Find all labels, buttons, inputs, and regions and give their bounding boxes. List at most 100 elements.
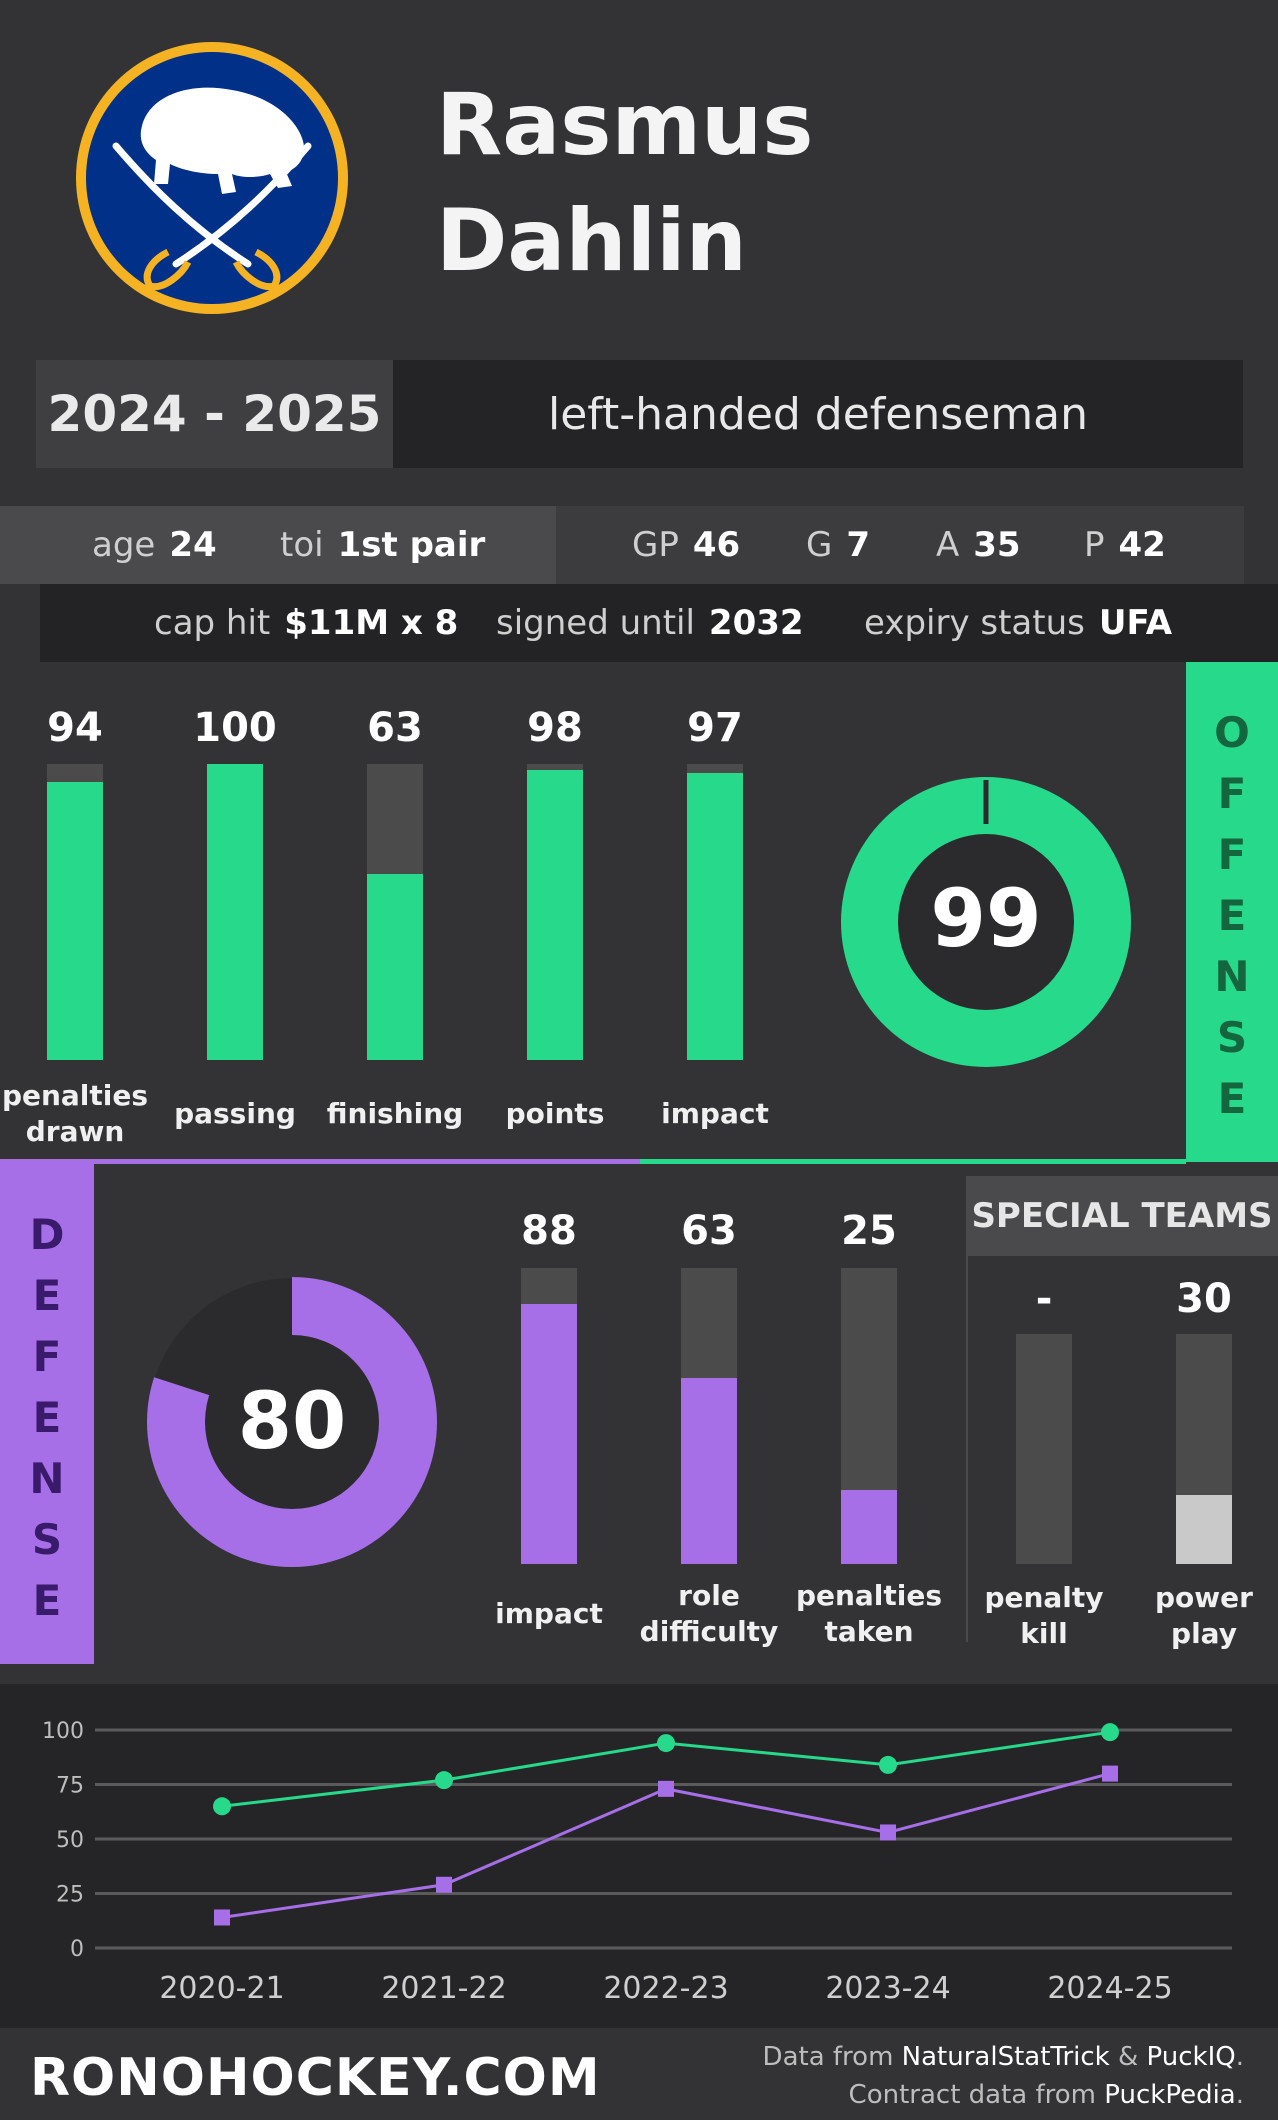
x-tick-label: 2021-22 — [381, 1971, 506, 2006]
offense-letter: N — [1214, 952, 1250, 1001]
y-tick-label: 50 — [56, 1828, 84, 1853]
offense-value: 98 — [527, 705, 583, 751]
defense-letter: E — [32, 1576, 62, 1625]
series-point — [1101, 1723, 1119, 1742]
offense-letter: F — [1217, 830, 1247, 879]
special-teams-bar-track — [1016, 1334, 1072, 1564]
special-teams-bar-track — [1176, 1334, 1232, 1564]
offense-bar-track — [527, 764, 583, 1060]
defense-side-label: D E F E N S E — [0, 1162, 94, 1664]
x-tick-label: 2020-21 — [159, 1971, 284, 2006]
offense-value: 100 — [193, 705, 277, 751]
defense-bar-track — [841, 1268, 897, 1564]
offense-donut-center — [898, 834, 1074, 1010]
offense-label: penalties drawn — [1, 1079, 149, 1148]
expiry-status-stat: expiry status UFA — [864, 603, 1173, 643]
offense-overall-value: 99 — [930, 872, 1041, 965]
bio-bar: age 24 toi 1st pair — [0, 506, 556, 584]
offense-label: passing — [174, 1097, 296, 1130]
defense-letter: N — [29, 1454, 65, 1503]
offense-bar-track — [687, 764, 743, 1060]
offense-letter: S — [1216, 1013, 1248, 1062]
section-divider — [640, 1159, 1186, 1164]
offense-value: 94 — [47, 705, 103, 751]
season-label: 2024 - 2025 — [36, 360, 393, 468]
offense-letter: E — [1217, 891, 1247, 940]
naturalstattrick-link[interactable]: NaturalStatTrick — [901, 2042, 1110, 2072]
offense-letter: O — [1214, 708, 1250, 757]
assists-stat: A 35 — [936, 525, 1021, 565]
player-first-name: Rasmus — [436, 75, 814, 175]
special-teams-value: 30 — [1176, 1276, 1232, 1322]
special-teams-value: - — [1035, 1276, 1053, 1322]
sabres-logo-icon — [76, 42, 348, 314]
offense-label: finishing — [326, 1097, 464, 1130]
offense-bar-track — [207, 764, 263, 1060]
defense-label: penalties taken — [795, 1579, 943, 1648]
defense-donut-center — [205, 1335, 379, 1509]
footer — [0, 2028, 1278, 2120]
defense-letter: E — [32, 1393, 62, 1442]
defense-letter: D — [29, 1210, 65, 1259]
y-tick-label: 25 — [56, 1883, 84, 1908]
defense-bar-track — [681, 1268, 737, 1564]
offense-label: impact — [661, 1097, 769, 1130]
x-tick-label: 2022-23 — [603, 1971, 728, 2006]
offense-letter: F — [1217, 769, 1247, 818]
offense-bar-track — [47, 764, 103, 1060]
section-divider — [0, 1159, 640, 1164]
y-tick-label: 0 — [70, 1937, 84, 1962]
offense-value: 63 — [367, 705, 423, 751]
age-stat: age 24 — [92, 525, 217, 565]
puckiq-link[interactable]: PuckIQ — [1146, 2042, 1236, 2072]
defense-overall-value: 80 — [238, 1377, 347, 1467]
offense-bar-fill — [47, 781, 103, 1060]
offense-label: points — [505, 1097, 605, 1130]
offense-letter: E — [1217, 1074, 1247, 1123]
y-tick-label: 100 — [42, 1719, 84, 1744]
gp-stat: GP 46 — [632, 525, 741, 565]
series-point — [880, 1824, 896, 1841]
offense-side-label: O F F E N S E — [1186, 662, 1278, 1162]
trend-chart-svg: 100 75 50 25 0 2020-21 2021-22 2022-23 2023-24 20… — [42, 1719, 1232, 2006]
toi-stat: toi 1st pair — [280, 525, 486, 565]
defense-label: impact — [495, 1597, 603, 1630]
offense-bar-fill — [527, 769, 583, 1060]
special-teams-label: penalty kill — [984, 1581, 1104, 1650]
defense-letter: E — [32, 1271, 62, 1320]
contract-credit: Contract data from PuckPedia. — [848, 2080, 1244, 2110]
defense-bar-fill — [521, 1303, 577, 1564]
defense-value: 63 — [681, 1208, 737, 1254]
special-teams-bar-fill — [1176, 1495, 1232, 1564]
signed-until-stat: signed until 2032 — [496, 603, 804, 643]
cap-hit-stat: cap hit $11M x 8 — [154, 603, 459, 643]
player-last-name: Dahlin — [436, 191, 747, 291]
defense-label: role difficulty — [639, 1579, 779, 1648]
special-teams-divider — [966, 1256, 968, 1642]
x-tick-label: 2024-25 — [1047, 1971, 1172, 2006]
series-point — [213, 1797, 231, 1816]
offense-overall-donut: 99 — [841, 777, 1131, 1067]
site-logo-text[interactable]: RONOHOCKEY.COM — [30, 2048, 601, 2108]
defense-letter: S — [31, 1515, 63, 1564]
trend-chart: 100 75 50 25 0 2020-21 2021-22 2022-23 2023-24 20… — [0, 1684, 1278, 2028]
puckpedia-link[interactable]: PuckPedia — [1104, 2080, 1236, 2110]
y-tick-label: 75 — [56, 1774, 84, 1799]
series-point — [657, 1734, 675, 1753]
contract-bar: cap hit $11M x 8 signed until 2032 expiry … — [40, 584, 1278, 662]
offense-bar-fill — [207, 764, 263, 1060]
offense-bar-fill — [687, 772, 743, 1060]
special-teams-label: power play — [1155, 1581, 1253, 1650]
series-point — [436, 1876, 452, 1893]
position-label: left-handed defenseman — [393, 360, 1243, 468]
series-point — [435, 1771, 453, 1790]
series-point — [214, 1909, 230, 1926]
defense-bar-track — [521, 1268, 577, 1564]
defense-value: 25 — [841, 1208, 897, 1254]
defense-bar-fill — [681, 1377, 737, 1564]
defense-bar-fill — [841, 1490, 897, 1564]
offense-bar-track — [367, 764, 423, 1060]
data-credit: Data from NaturalStatTrick & PuckIQ. — [762, 2042, 1244, 2072]
